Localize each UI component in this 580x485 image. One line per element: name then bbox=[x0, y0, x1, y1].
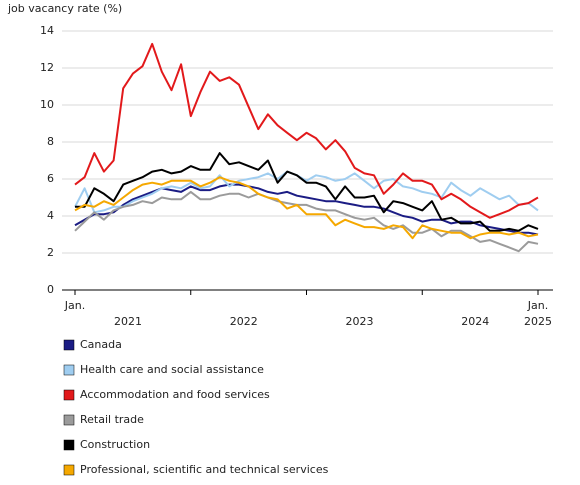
y-tick-label: 14 bbox=[40, 24, 54, 37]
legend-swatch bbox=[63, 464, 75, 476]
legend-label: Construction bbox=[80, 438, 150, 451]
x-year-label: 2021 bbox=[114, 315, 142, 328]
x-year-label: 2023 bbox=[346, 315, 374, 328]
y-axis-label: job vacancy rate (%) bbox=[7, 2, 122, 15]
y-tick-label: 6 bbox=[47, 172, 54, 185]
y-tick-label: 0 bbox=[47, 283, 54, 296]
x-tick-label: Jan. bbox=[527, 299, 548, 312]
x-tick-label: Jan. bbox=[64, 299, 85, 312]
y-tick-label: 8 bbox=[47, 135, 54, 148]
legend-label: Canada bbox=[80, 338, 122, 351]
series-line bbox=[74, 183, 539, 236]
series-line bbox=[74, 170, 539, 214]
series-line bbox=[75, 152, 539, 232]
legend-label: Retail trade bbox=[80, 413, 144, 426]
legend-swatch bbox=[63, 389, 75, 401]
legend-label: Health care and social assistance bbox=[80, 363, 264, 376]
y-tick-label: 12 bbox=[40, 61, 54, 74]
legend-label: Accommodation and food services bbox=[80, 388, 270, 401]
series-line bbox=[74, 190, 539, 253]
x-year-label: 2025 bbox=[524, 315, 552, 328]
x-year-label: 2024 bbox=[461, 315, 489, 328]
legend-swatch bbox=[63, 414, 75, 426]
legend-swatch bbox=[63, 364, 75, 376]
x-year-label: 2022 bbox=[230, 315, 258, 328]
legend-swatch bbox=[63, 339, 75, 351]
y-tick-label: 2 bbox=[47, 246, 54, 259]
y-tick-label: 4 bbox=[47, 209, 54, 222]
legend-swatch bbox=[63, 439, 75, 451]
y-tick-label: 10 bbox=[40, 98, 54, 111]
series-line bbox=[74, 42, 539, 219]
legend-label: Professional, scientific and technical s… bbox=[80, 463, 329, 476]
series-line bbox=[74, 176, 539, 240]
